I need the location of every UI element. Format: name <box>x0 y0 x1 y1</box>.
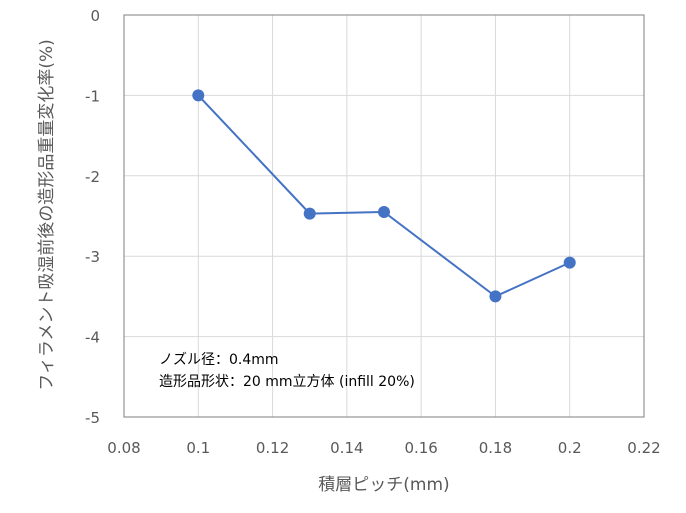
x-tick-label: 0.1 <box>186 439 210 457</box>
annotation-shape: 造形品形状：20 mm立方体 (infill 20%) <box>159 374 415 390</box>
data-points <box>192 89 576 303</box>
x-tick-label: 0.14 <box>330 439 363 457</box>
data-point <box>303 207 316 220</box>
y-tick-label: -5 <box>85 409 100 427</box>
y-axis-tick-labels: 0 -1 -2 -3 -4 -5 <box>85 7 100 427</box>
data-point <box>192 89 205 102</box>
y-tick-label: -1 <box>85 87 100 105</box>
y-tick-label: 0 <box>90 7 100 25</box>
data-point <box>489 290 502 303</box>
x-tick-label: 0.16 <box>404 439 437 457</box>
y-tick-label: -4 <box>85 329 100 347</box>
y-axis-title: フィラメント吸湿前後の造形品重量変化率(%) <box>37 39 57 391</box>
plot-area-frame <box>123 14 645 418</box>
data-point <box>563 256 576 269</box>
x-tick-label: 0.22 <box>627 439 660 457</box>
x-axis-tick-labels: 0.08 0.1 0.12 0.14 0.16 0.18 0.2 0.22 <box>107 439 660 457</box>
x-tick-label: 0.2 <box>558 439 582 457</box>
x-tick-label: 0.12 <box>256 439 289 457</box>
x-tick-label: 0.08 <box>107 439 140 457</box>
y-tick-label: -3 <box>85 248 100 266</box>
series-line <box>197 94 571 298</box>
x-axis-title: 積層ピッチ(mm) <box>318 475 449 495</box>
x-tick-label: 0.18 <box>479 439 512 457</box>
annotation-nozzle: ノズル径：0.4mm <box>159 352 279 368</box>
data-point <box>378 205 390 218</box>
y-tick-label: -2 <box>85 168 100 186</box>
